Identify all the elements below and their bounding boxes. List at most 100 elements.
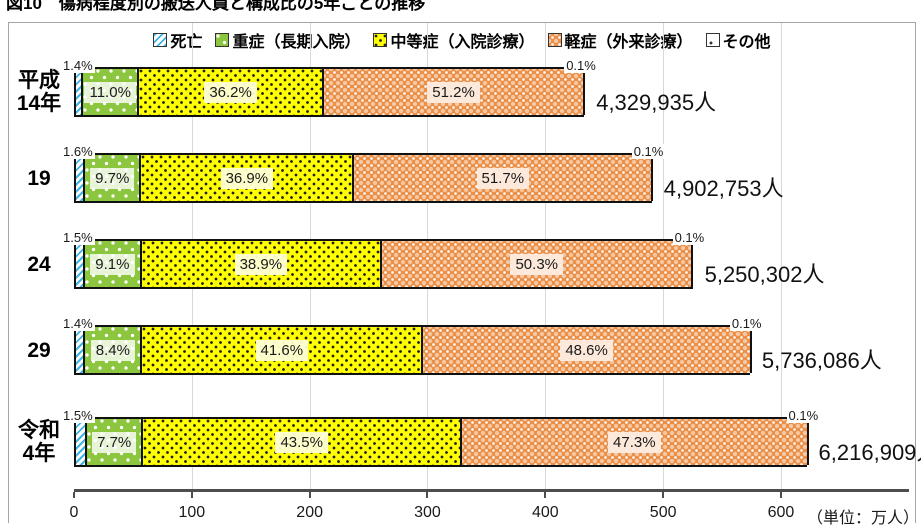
- category-label-line: 19: [27, 166, 51, 190]
- legend-label: 軽症（外来診療）: [564, 34, 693, 51]
- category-label-line: 29: [27, 338, 51, 362]
- segment-label-severe: 8.4%: [90, 339, 135, 361]
- bar-segment-death: [76, 155, 86, 201]
- bar-segment-moderate: 41.6%: [142, 327, 424, 373]
- bar-segment-other: [585, 69, 586, 115]
- legend-swatch-severe-icon: [215, 33, 230, 47]
- legend-item-mild: 軽症（外来診療）: [547, 28, 693, 52]
- segment-label-mild: 51.7%: [476, 167, 530, 189]
- bar-segment-moderate: 43.5%: [143, 419, 463, 465]
- x-axis-tick-label: 0: [69, 504, 79, 521]
- bar-segment-mild: 48.6%: [423, 327, 752, 373]
- bar-segment-other: [808, 419, 810, 465]
- legend-label: 重症（長期入院）: [232, 34, 361, 51]
- x-axis-line: [74, 489, 909, 492]
- x-axis-tick: [308, 492, 311, 498]
- other-percent-label: 0.1%: [672, 230, 707, 245]
- legend-swatch-mild-icon: [547, 33, 562, 47]
- total-label: 6,216,909人: [818, 440, 921, 465]
- legend-item-death: 死亡: [153, 28, 202, 52]
- bar-segment-moderate: 36.9%: [141, 155, 355, 201]
- x-axis-tick: [544, 492, 547, 498]
- segment-label-moderate: 38.9%: [234, 253, 288, 275]
- x-axis-tick-label: 400: [531, 504, 559, 521]
- segment-label-severe: 11.0%: [84, 81, 136, 103]
- total-label: 4,329,935人: [596, 90, 717, 115]
- other-percent-label: 0.1%: [786, 408, 821, 423]
- segment-label-severe: 7.7%: [92, 431, 137, 453]
- legend-item-moderate: 中等症（入院診療）: [373, 28, 535, 52]
- x-axis-tick: [190, 492, 193, 498]
- bar-segment-moderate: 38.9%: [141, 241, 383, 287]
- stacked-bar: 8.4% 41.6% 48.6%: [74, 325, 753, 375]
- segment-label-mild: 48.6%: [560, 339, 613, 361]
- legend-label: 死亡: [170, 34, 203, 51]
- bar-segment-death: [76, 69, 84, 115]
- bar-segment-other: [693, 241, 694, 287]
- category-label-line: 4年: [22, 442, 56, 465]
- death-percent-label: 1.4%: [61, 316, 95, 331]
- stacked-bar: 9.1% 38.9% 50.3%: [74, 239, 694, 289]
- legend-label: その他: [722, 34, 771, 51]
- bar-segment-death: [76, 327, 86, 373]
- stacked-bar: 7.7% 43.5% 47.3%: [74, 417, 810, 467]
- bar-segment-mild: 47.3%: [462, 419, 809, 465]
- segment-label-severe: 9.7%: [90, 167, 135, 189]
- bar-segment-other: [653, 155, 654, 201]
- figure-title: 図10 傷病程度別の搬送人員と構成比の5年ごとの推移: [6, 0, 426, 13]
- axis-unit-label: （単位：万人）: [807, 510, 920, 527]
- category-label: 平成 14年: [9, 67, 69, 117]
- bar-segment-severe: 7.7%: [86, 419, 144, 465]
- legend-item-other: その他: [705, 28, 771, 52]
- segment-label-moderate: 43.5%: [275, 431, 328, 453]
- legend-swatch-moderate-icon: [373, 33, 388, 47]
- total-label: 5,736,086人: [761, 348, 882, 373]
- legend-swatch-other-icon: [705, 33, 720, 47]
- x-axis-tick-label: 600: [767, 504, 795, 521]
- segment-label-moderate: 36.2%: [204, 81, 257, 103]
- x-axis-tick: [73, 492, 75, 498]
- segment-label-mild: 51.2%: [427, 81, 480, 103]
- category-label-line: 24: [27, 252, 51, 276]
- category-label: 29: [9, 325, 69, 375]
- segment-label-mild: 47.3%: [608, 431, 661, 453]
- x-axis-tick: [426, 492, 429, 498]
- category-label: 19: [9, 153, 69, 203]
- plot-area: 死亡 重症（長期入院） 中等症（入院診療） 軽症（外来診療） その他 （単位：万人） 平…: [9, 23, 921, 527]
- bar-segment-severe: 8.4%: [85, 327, 143, 373]
- x-axis-tick: [779, 492, 782, 498]
- segment-label-moderate: 41.6%: [255, 339, 309, 361]
- gridline: [780, 23, 782, 489]
- category-label: 令和 4年: [9, 417, 69, 467]
- segment-label-mild: 50.3%: [510, 253, 564, 275]
- legend-swatch-death-icon: [153, 33, 168, 47]
- x-axis-tick-label: 200: [296, 504, 324, 521]
- category-label-line: 14年: [16, 92, 62, 115]
- stacked-bar: 11.0% 36.2% 51.2%: [74, 67, 586, 117]
- segment-label-moderate: 36.9%: [220, 167, 274, 189]
- legend-item-severe: 重症（長期入院）: [215, 28, 360, 52]
- other-percent-label: 0.1%: [729, 316, 764, 331]
- total-label: 4,902,753人: [663, 176, 784, 201]
- total-label: 5,250,302人: [704, 262, 825, 287]
- death-percent-label: 1.4%: [61, 58, 95, 73]
- bar-segment-severe: 9.1%: [85, 241, 142, 287]
- bar-segment-mild: 51.2%: [323, 69, 586, 115]
- x-axis-tick-label: 500: [649, 504, 677, 521]
- x-axis-tick: [662, 492, 665, 498]
- x-axis-tick-label: 300: [414, 504, 441, 521]
- x-axis-tick-label: 100: [178, 504, 206, 521]
- category-label-line: 令和: [18, 419, 60, 442]
- bar-segment-severe: 9.7%: [85, 155, 142, 201]
- bar-segment-mild: 50.3%: [382, 241, 694, 287]
- legend: 死亡 重症（長期入院） 中等症（入院診療） 軽症（外来診療） その他: [9, 28, 915, 52]
- death-percent-label: 1.5%: [61, 230, 95, 245]
- chart-area: 死亡 重症（長期入院） 中等症（入院診療） 軽症（外来診療） その他 （単位：万人） 平…: [8, 22, 921, 527]
- bar-segment-death: [76, 241, 86, 287]
- segment-label-severe: 9.1%: [90, 253, 135, 275]
- legend-label: 中等症（入院診療）: [390, 34, 535, 51]
- other-percent-label: 0.1%: [564, 58, 598, 73]
- bar-segment-severe: 11.0%: [83, 69, 140, 115]
- bar-segment-moderate: 36.2%: [139, 69, 324, 115]
- bar-segment-other: [751, 327, 753, 373]
